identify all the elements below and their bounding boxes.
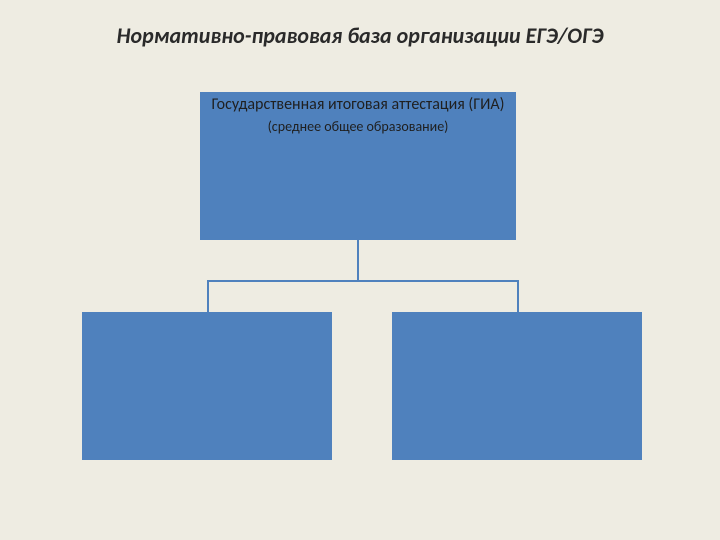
connector-drop-right xyxy=(517,280,519,312)
connector-drop-left xyxy=(207,280,209,312)
connector-trunk xyxy=(357,240,359,282)
diagram-root-node: Государственная итоговая аттестация (ГИА… xyxy=(200,92,516,240)
slide: Нормативно-правовая база организации ЕГЭ… xyxy=(0,0,720,540)
diagram-leaf-right xyxy=(392,312,642,460)
connector-crossbar xyxy=(207,280,519,282)
root-node-subtitle: (среднее общее образование) xyxy=(200,114,516,135)
slide-title: Нормативно-правовая база организации ЕГЭ… xyxy=(0,22,720,49)
diagram-leaf-left xyxy=(82,312,332,460)
root-node-title: Государственная итоговая аттестация (ГИА… xyxy=(200,92,516,114)
